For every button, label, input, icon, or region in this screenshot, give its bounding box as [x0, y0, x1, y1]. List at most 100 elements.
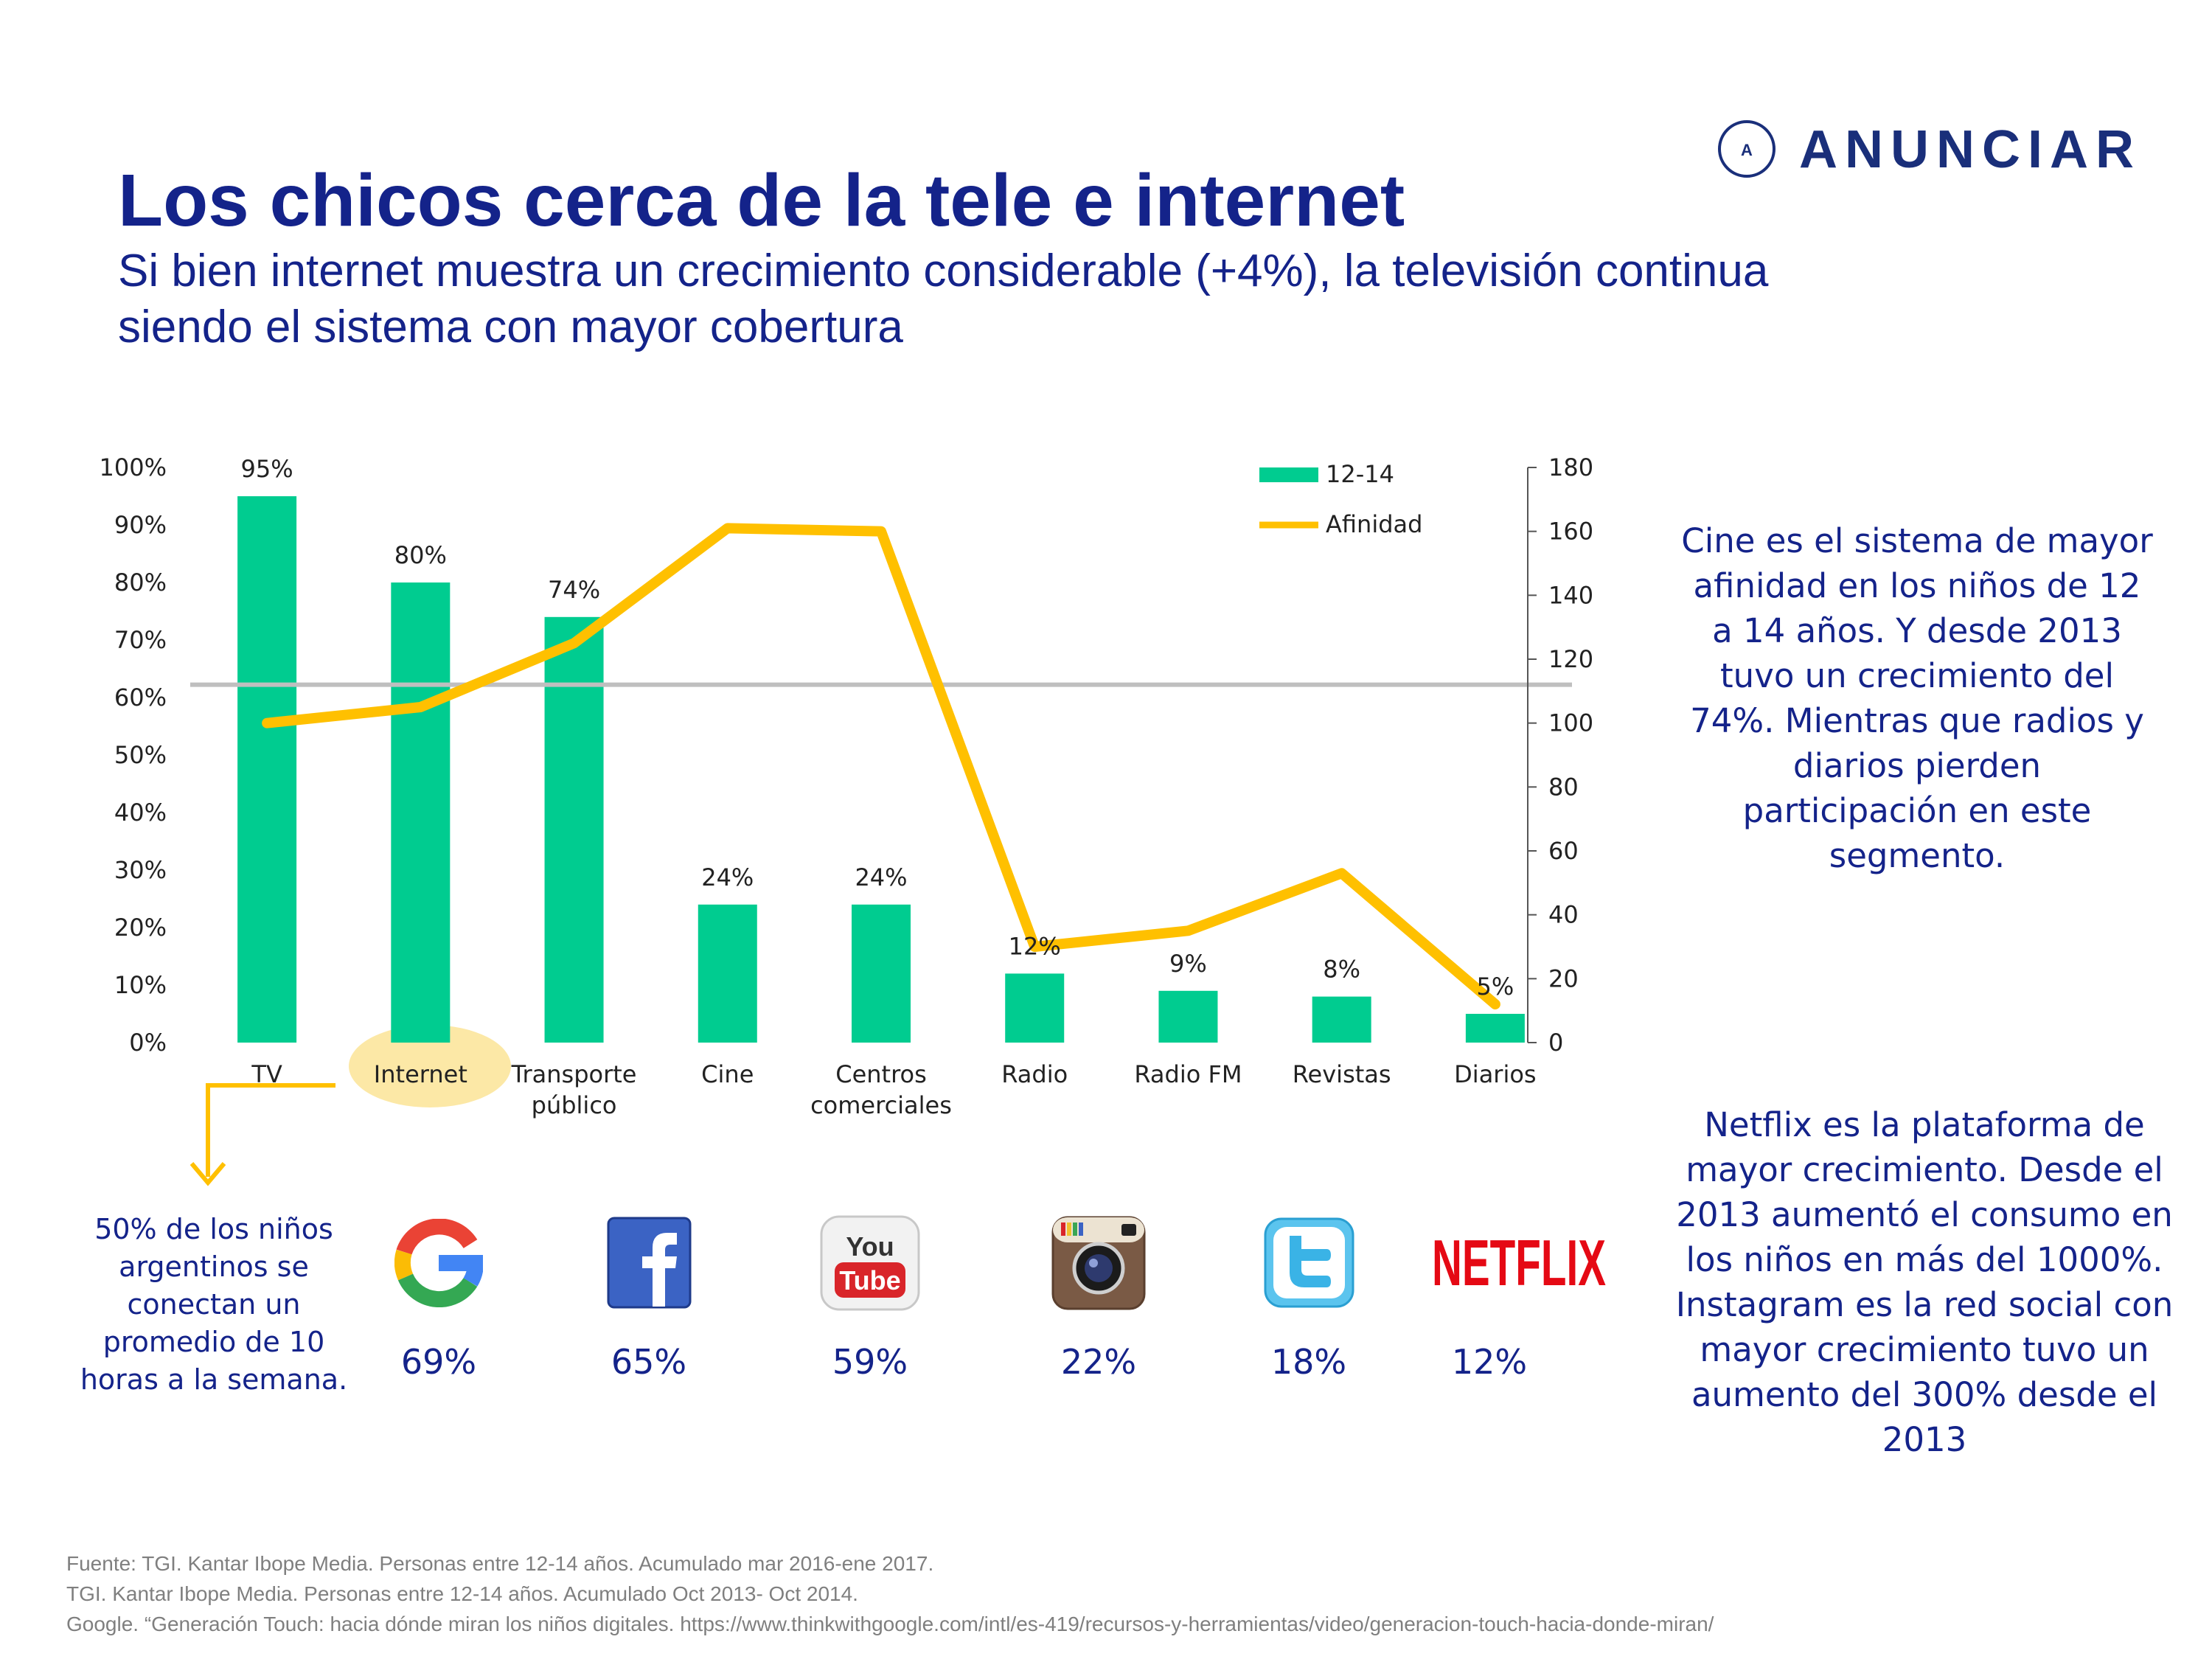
twitter-icon: [1228, 1213, 1390, 1312]
chart-legend: 12-14 Afinidad: [1259, 460, 1422, 538]
platform-facebook: 65%: [568, 1213, 730, 1382]
bar-3: [544, 616, 604, 1043]
y-right-tick-4: 80: [1548, 773, 1579, 801]
y-right-tick-0: 0: [1548, 1029, 1563, 1057]
affinity-point-9: [1494, 1004, 1496, 1005]
x-tick-label-3-line-2: público: [532, 1091, 617, 1119]
y-left-tick-0: 0%: [129, 1029, 167, 1057]
y-left-tick-6: 60%: [114, 684, 167, 712]
bar-value-label-3: 74%: [548, 576, 600, 604]
bar-8: [1312, 996, 1371, 1043]
affinity-point-1: [266, 722, 268, 724]
bar-1: [237, 496, 297, 1043]
legend-bar-label: 12-14: [1326, 460, 1394, 488]
platform-facebook-pct: 65%: [611, 1342, 687, 1382]
affinity-point-7: [1187, 930, 1189, 932]
y-right-tick-1: 20: [1548, 964, 1579, 992]
x-tick-label-5-line-2: comerciales: [810, 1091, 952, 1119]
y-right-tick-5: 100: [1548, 709, 1593, 737]
platform-instagram-pct: 22%: [1060, 1342, 1137, 1382]
instagram-icon: [1018, 1213, 1180, 1312]
google-icon: [358, 1213, 520, 1312]
affinity-point-5: [880, 530, 882, 532]
y-left-tick-2: 20%: [114, 914, 167, 942]
bars-layer: [237, 496, 1525, 1043]
x-tick-label-4: Cine: [701, 1060, 754, 1088]
bar-value-label-1: 95%: [241, 455, 293, 483]
y-right-tick-2: 40: [1548, 901, 1579, 929]
axes-layer: 0% 10% 20% 30% 40% 50% 60% 70% 80% 90% 100% 0 20 40 60…: [100, 453, 1594, 1057]
brand-logo-initial: A: [1741, 141, 1753, 159]
bar-5: [852, 904, 911, 1043]
brand-logo: A ANUNCIAR: [1718, 118, 2134, 192]
youtube-icon: You Tube: [789, 1213, 951, 1312]
y-left-tick-1: 10%: [114, 971, 167, 999]
y-left-tick-9: 90%: [114, 511, 167, 539]
cine-affinity-note: Cine es el sistema de mayor afinidad en …: [1681, 521, 2153, 875]
bar-6: [1005, 973, 1065, 1043]
bar-value-label-6: 12%: [1009, 932, 1061, 960]
x-tick-label-2: Internet: [374, 1060, 467, 1088]
platform-instagram: 22%: [1018, 1213, 1180, 1382]
affinity-point-4: [726, 527, 728, 529]
affinity-point-6: [1034, 946, 1036, 947]
legend-bar-swatch: [1259, 467, 1318, 482]
source-line-2: TGI. Kantar Ibope Media. Personas entre …: [66, 1582, 858, 1605]
bar-value-label-5: 24%: [855, 863, 907, 891]
y-left-tick-7: 70%: [114, 626, 167, 654]
source-line-3: Google. “Generación Touch: hacia dónde m…: [66, 1613, 1714, 1635]
y-right-tick-3: 60: [1548, 837, 1579, 865]
y-right-tick-9: 180: [1548, 453, 1593, 481]
bar-4: [698, 904, 757, 1043]
x-tick-label-5-line-1: Centros: [835, 1060, 927, 1088]
platform-twitter: 18%: [1228, 1213, 1390, 1382]
bar-value-label-4: 24%: [701, 863, 754, 891]
platform-google: 69%: [358, 1213, 520, 1382]
bar-7: [1158, 990, 1218, 1043]
line-layer: [262, 523, 1500, 1009]
internet-usage-note: 50% de los niños argentinos se conectan …: [80, 1213, 348, 1396]
netflix-logo-text: NETFLIX: [1432, 1226, 1606, 1299]
bar-value-label-8: 8%: [1323, 956, 1360, 984]
y-left-tick-10: 100%: [100, 453, 167, 481]
youtube-logo-text-top: You: [846, 1231, 894, 1262]
callout-arrowhead: [189, 1162, 226, 1186]
y-left-tick-4: 40%: [114, 799, 167, 827]
page-subtitle: Si bien internet muestra un crecimiento …: [118, 246, 1769, 352]
bar-value-label-2: 80%: [394, 541, 447, 569]
x-tick-label-7: Radio FM: [1134, 1060, 1242, 1088]
y-left-tick-8: 80%: [114, 568, 167, 597]
platform-netflix: NETFLIX 12%: [1430, 1213, 1607, 1382]
affinity-point-8: [1340, 872, 1343, 874]
x-tick-label-3-line-1: Transporte: [511, 1060, 637, 1088]
y-left-tick-5: 50%: [114, 741, 167, 769]
netflix-icon: NETFLIX: [1430, 1213, 1607, 1312]
y-left-tick-3: 30%: [114, 856, 167, 884]
platform-google-pct: 69%: [400, 1342, 477, 1382]
page-title: Los chicos cerca de la tele e internet: [118, 159, 1405, 242]
callout-connector: [206, 1083, 335, 1177]
legend-line-label: Afinidad: [1326, 510, 1422, 538]
y-right-tick-7: 140: [1548, 581, 1593, 609]
x-tick-label-8: Revistas: [1293, 1060, 1391, 1088]
platform-youtube: You Tube 59%: [789, 1213, 951, 1382]
facebook-icon: [568, 1213, 730, 1312]
youtube-logo-text-bottom: Tube: [839, 1265, 900, 1295]
brand-logo-mark: A: [1718, 120, 1775, 178]
source-footnote: Fuente: TGI. Kantar Ibope Media. Persona…: [66, 1548, 1714, 1639]
media-reach-chart: 0% 10% 20% 30% 40% 50% 60% 70% 80% 90% 100% 0 20 40 60…: [100, 453, 1594, 1186]
y-right-tick-6: 120: [1548, 645, 1593, 673]
y-right-tick-8: 160: [1548, 518, 1593, 546]
internet-highlight-ellipse: [349, 1025, 511, 1107]
bar-2: [391, 582, 451, 1043]
x-tick-label-9: Diarios: [1454, 1060, 1536, 1088]
platform-youtube-pct: 59%: [832, 1342, 908, 1382]
bar-9: [1465, 1014, 1525, 1043]
platform-netflix-pct: 12%: [1451, 1342, 1528, 1382]
netflix-growth-note: Netflix es la plataforma de mayor crecim…: [1675, 1105, 2174, 1459]
platform-twitter-pct: 18%: [1270, 1342, 1347, 1382]
affinity-point-2: [420, 706, 422, 708]
labels-layer: 95%80%74%24% 24%12%9% 8%5%TV Internet Transp…: [241, 455, 1537, 1119]
brand-name: ANUNCIAR: [1799, 120, 2141, 179]
affinity-point-3: [573, 642, 575, 644]
